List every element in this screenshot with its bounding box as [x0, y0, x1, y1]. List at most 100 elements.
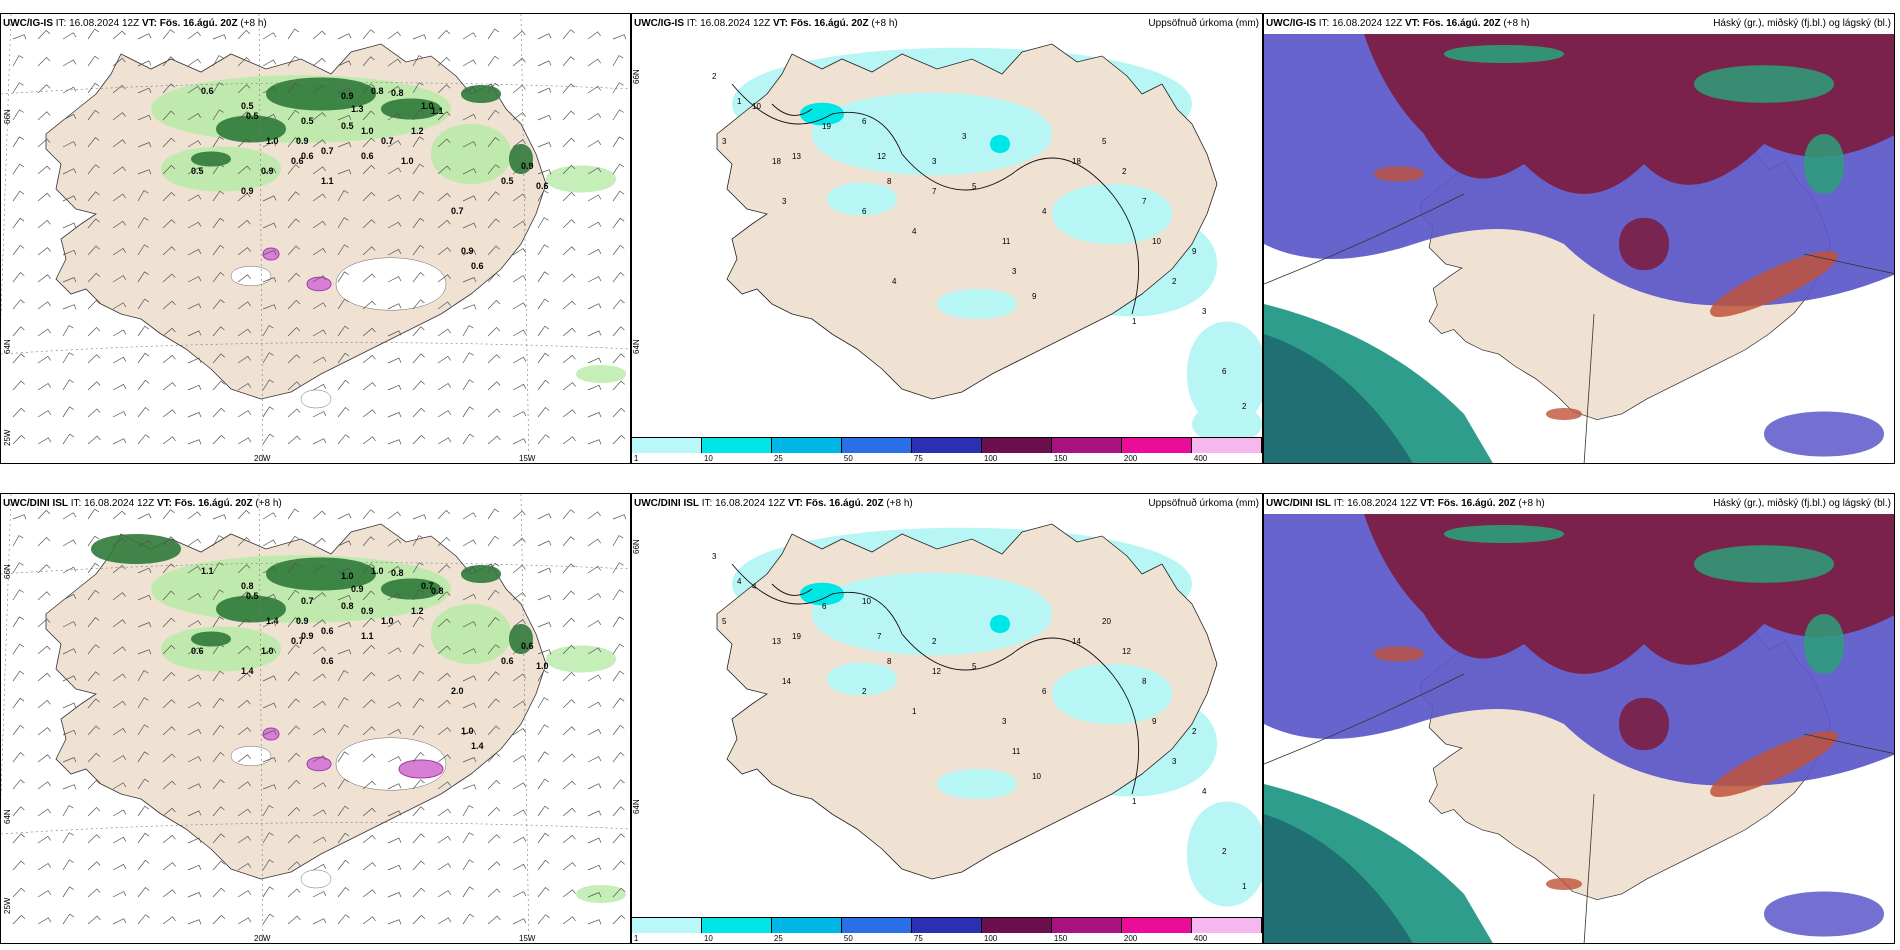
wind-value-label: 0.5 — [501, 176, 514, 186]
wind-value-label: 0.6 — [536, 181, 549, 191]
precip-value-label: 4 — [1202, 787, 1207, 796]
wind-value-label: 0.7 — [381, 136, 394, 146]
precip-value-label: 1 — [1242, 882, 1247, 891]
iceland-map-precip-bottom: 3454613191410781221536111014201289324121… — [632, 494, 1262, 943]
wind-value-label: 1.4 — [266, 616, 279, 626]
wind-value-label: 2.0 — [451, 686, 464, 696]
wind-value-label: 0.6 — [471, 261, 484, 271]
precip-value-label: 4 — [737, 577, 742, 586]
precip-value-label: 3 — [1012, 267, 1017, 276]
lat-label-66n: 66N — [632, 539, 641, 554]
precip-value-label: 5 — [1102, 137, 1107, 146]
heavy-precip — [91, 534, 533, 779]
colorbar-tick: 25 — [773, 454, 783, 463]
colorbar-tick: 50 — [843, 454, 853, 463]
precip-value-label: 3 — [712, 552, 717, 561]
wind-value-label: 0.5 — [241, 101, 254, 111]
wind-value-label: 0.6 — [301, 151, 314, 161]
colorbar-swatch — [701, 917, 772, 933]
precip-value-label: 9 — [1192, 247, 1197, 256]
graticule — [1, 494, 630, 943]
colorbar-tick: 200 — [1123, 934, 1138, 943]
lon-label-20w: 20W — [254, 934, 271, 943]
precip-value-label: 8 — [887, 177, 892, 186]
precip-value-label: 19 — [792, 632, 801, 641]
precip-value-label: 7 — [932, 187, 937, 196]
precip-over-land — [800, 92, 1262, 443]
precip-value-label: 10 — [1032, 772, 1041, 781]
precip-value-label: 1 — [1132, 317, 1137, 326]
precip-value-label: 12 — [932, 667, 941, 676]
wind-value-label: 1.0 — [341, 571, 354, 581]
wind-value-label: 0.9 — [301, 631, 314, 641]
cloud-contours — [1444, 525, 1844, 674]
colorbar-tick: 100 — [983, 454, 998, 463]
wind-value-label: 1.0 — [371, 566, 384, 576]
colorbar-swatch — [911, 437, 982, 453]
colorbar-tick: 400 — [1193, 454, 1208, 463]
wind-value-label: 1.4 — [241, 666, 254, 676]
panel-title: UWC/DINI ISL IT: 16.08.2024 12Z VT: Fös.… — [3, 498, 282, 509]
wind-value-label: 0.5 — [246, 111, 259, 121]
wind-value-label: 0.6 — [291, 156, 304, 166]
precip-value-label: 5 — [972, 662, 977, 671]
glacier-myrdalsjokull — [300, 389, 332, 409]
wind-barbs — [12, 28, 627, 445]
terrain-contours — [731, 83, 1140, 315]
lon-label-20w: 20W — [254, 454, 271, 463]
precip-value-label: 19 — [822, 122, 831, 131]
precip-value-label: 9 — [1032, 292, 1037, 301]
precip-value-label: 8 — [1142, 677, 1147, 686]
precip-value-label: 2 — [862, 687, 867, 696]
precip-value-label: 8 — [887, 657, 892, 666]
precip-over-land — [800, 572, 1172, 799]
precip-value-label: 5 — [722, 617, 727, 626]
colorbar-swatch — [1122, 437, 1192, 453]
precip-value-label: 2 — [1172, 277, 1177, 286]
wind-value-label: 0.9 — [361, 606, 374, 616]
colorbar-swatch — [982, 917, 1052, 933]
wind-value-label: 1.0 — [461, 726, 474, 736]
wind-value-label: 0.5 — [301, 116, 314, 126]
lat-label-64n: 64N — [3, 339, 12, 354]
precip-value-label: 3 — [1002, 717, 1007, 726]
precip-value-label: 2 — [1222, 847, 1227, 856]
precip-panel-bottom: 3 4 5 4 6 13 19 14 10 7 8 12 2 1 5 3 6 11 10 14 20 12 8 9 3 2 4 1 2 1… — [631, 493, 1263, 944]
precip-value-label: 3 — [1202, 307, 1207, 316]
low-cloud — [1264, 784, 1493, 943]
precip-value-label: 3 — [932, 157, 937, 166]
colorbar-tick: 1 — [633, 454, 639, 463]
precip-value-label: 11 — [1002, 237, 1011, 246]
precip-value-label: 2 — [1242, 402, 1247, 411]
wind-value-label: 0.8 — [341, 601, 354, 611]
precip-value-label: 6 — [862, 117, 867, 126]
low-cloud — [1264, 304, 1493, 463]
iceland-map-wind-top: 0.60.50.50.50.91.30.8 0.81.01.0 1.20.70.6 0… — [1, 14, 630, 463]
lat-label-66n: 66N — [3, 109, 12, 124]
cloud-contours — [1444, 45, 1844, 194]
colorbar-tick: 150 — [1053, 454, 1068, 463]
colorbar-tick: 25 — [773, 934, 783, 943]
precip-value-label: 2 — [712, 72, 717, 81]
wind-value-label: 0.6 — [501, 656, 514, 666]
precip-value-label: 7 — [1142, 197, 1147, 206]
precip-value-label: 12 — [1122, 647, 1131, 656]
colorbar-tick: 400 — [1193, 934, 1208, 943]
wind-value-label: 0.8 — [431, 586, 444, 596]
lat-label-66n: 66N — [632, 69, 641, 84]
precip-area — [576, 885, 626, 903]
wind-panel-top: 0.6 0.5 0.5 0.5 0.9 1.3 0.8 0.8 1.0 1.0 1.2 0.7 0.6 0… — [0, 13, 631, 464]
precip-value-label: 4 — [892, 277, 897, 286]
precip-value-label: 12 — [877, 152, 886, 161]
colorbar-tick: 100 — [983, 934, 998, 943]
wind-value-label: 0.6 — [521, 641, 534, 651]
wind-value-label: 0.8 — [391, 88, 404, 98]
colorbar-swatch — [701, 437, 772, 453]
precip-area — [546, 165, 616, 193]
precip-value-label: 18 — [1072, 157, 1081, 166]
precip-area — [546, 645, 616, 673]
colorbar-swatch — [1052, 437, 1122, 453]
wind-value-label: 0.9 — [241, 186, 254, 196]
precip-value-label: 1 — [912, 707, 917, 716]
wind-value-label: 1.0 — [401, 156, 414, 166]
